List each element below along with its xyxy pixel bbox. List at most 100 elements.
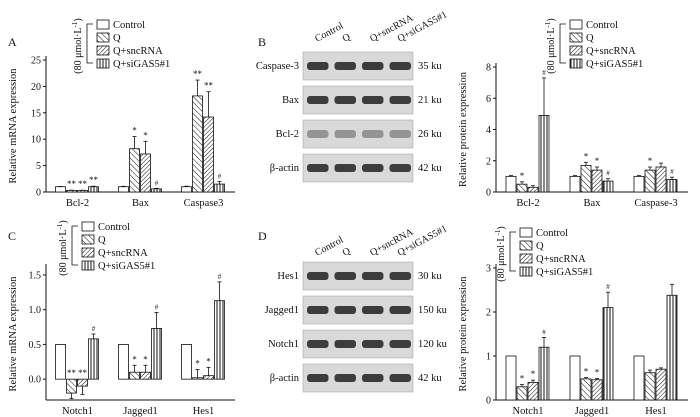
legend-label: Control — [586, 20, 618, 31]
blot-protein-label: Bcl-2 — [276, 129, 299, 140]
bar-Hes1-3 — [214, 300, 225, 380]
blot-band — [307, 306, 329, 314]
bar-Notch1-2 — [527, 381, 539, 401]
legend-bracket — [86, 23, 93, 64]
legend-swatch — [569, 32, 583, 43]
y-tick-label: 0.0 — [29, 375, 42, 386]
legend-label: Control — [113, 20, 145, 31]
legend-unit: (80 μmol·L-1) — [544, 18, 557, 73]
legend-label: Q+siGAS5#1 — [586, 59, 643, 70]
blot-band — [389, 340, 411, 348]
blot-protein-label: β-actin — [270, 163, 300, 174]
blot-band — [307, 164, 329, 172]
legend-bracket — [71, 225, 78, 266]
panel-letter: B — [258, 35, 266, 49]
legend-label: Q+sncRNA — [586, 46, 636, 57]
x-tick-label: Bax — [132, 198, 150, 209]
bar-Bax-1 — [580, 165, 592, 193]
significance-mark: * — [520, 171, 525, 181]
y-tick-label: 3 — [486, 264, 491, 275]
bar-Notch1-0 — [55, 344, 66, 380]
legend-label: Q+sncRNA — [113, 46, 163, 57]
blot-band — [307, 374, 329, 382]
legend-swatch — [96, 32, 110, 43]
y-axis-title: Relative mRNA expression — [8, 68, 19, 184]
significance-mark: * — [206, 356, 211, 366]
blot-band — [362, 306, 384, 314]
significance-mark: * — [520, 374, 525, 384]
legend-bracket — [559, 23, 566, 64]
blot-protein-label: Notch1 — [268, 339, 299, 350]
y-tick-label: 25 — [31, 56, 41, 67]
legend-label: Q+siGAS5#1 — [98, 261, 155, 272]
y-tick-label: 5 — [36, 161, 41, 172]
legend-swatch — [81, 247, 95, 258]
x-tick-label: Bcl-2 — [516, 198, 539, 209]
panel-letter: D — [258, 229, 267, 243]
blot-band — [362, 164, 384, 172]
legend-label: Q — [113, 33, 121, 44]
legend-swatch — [519, 240, 533, 251]
significance-mark: * — [195, 358, 200, 368]
bar-Notch1-3 — [538, 346, 550, 401]
significance-mark: ** — [78, 179, 88, 189]
blot-protein-label: Bax — [282, 95, 300, 106]
legend-label: Q+sncRNA — [98, 248, 148, 259]
blot-band — [362, 130, 384, 138]
bar-Hes1-3 — [666, 294, 678, 401]
x-tick-label: Jagged1 — [575, 406, 609, 417]
bar-Hes1-1 — [644, 372, 656, 401]
significance-mark: * — [595, 367, 600, 377]
blot-band — [389, 130, 411, 138]
bar-Caspase3-1 — [192, 95, 203, 193]
x-tick-label: Hes1 — [645, 406, 667, 417]
legend-label: Q — [98, 235, 106, 246]
blot-band — [307, 340, 329, 348]
bar-Notch1-0 — [505, 355, 517, 401]
blot-protein-label: β-actin — [270, 373, 300, 384]
significance-mark: # — [542, 329, 546, 337]
blot-band — [362, 96, 384, 104]
significance-mark: # — [218, 273, 222, 281]
legend-swatch — [81, 221, 95, 232]
legend-unit: (80 μmol·L-1) — [494, 226, 507, 281]
significance-mark: # — [155, 179, 159, 187]
legend: Control Q Q+sncRNA Q+siGAS5#1 (80 μmol·L-1) — [494, 226, 593, 281]
chart-panel-A: A 0 5 10 15 20 25 Relative mRNA expression Bcl-2… — [8, 18, 235, 209]
blot-band — [334, 62, 356, 70]
y-tick-label: 1.0 — [29, 305, 42, 316]
x-tick-label: Notch1 — [62, 406, 93, 417]
y-tick-label: 20 — [31, 82, 41, 93]
legend-label: Q+sncRNA — [536, 254, 586, 265]
blot-protein-label: Jagged1 — [265, 305, 299, 316]
panel-letter: A — [8, 35, 17, 49]
significance-mark: ** — [204, 81, 214, 91]
blot-size-label: 35 ku — [418, 61, 442, 72]
legend-swatch — [569, 19, 583, 30]
legend-unit: (80 μmol·L-1) — [71, 18, 84, 73]
bar-Caspase3-3 — [214, 183, 225, 193]
significance-mark: # — [606, 170, 610, 178]
bar-Bcl-2-2 — [527, 186, 539, 193]
blot-band — [334, 306, 356, 314]
legend-swatch — [81, 234, 95, 245]
blot-size-label: 30 ku — [418, 271, 442, 282]
bar-Bax-3 — [602, 180, 614, 193]
blot-size-label: 26 ku — [418, 129, 442, 140]
significance-mark: # — [155, 303, 159, 311]
blot-size-label: 42 ku — [418, 163, 442, 174]
bar-Bcl-2-1 — [66, 190, 77, 193]
legend-swatch — [96, 58, 110, 69]
y-tick-label: 6 — [486, 94, 491, 105]
bar-Jagged1-2 — [591, 379, 603, 401]
bar-Jagged1-1 — [129, 371, 140, 380]
significance-mark: # — [92, 325, 96, 333]
lane-label: Control — [313, 20, 345, 44]
y-axis-title: Relative protein expression — [458, 71, 469, 187]
blot-size-label: 120 ku — [418, 339, 448, 350]
significance-mark: * — [584, 151, 589, 161]
significance-mark: * — [143, 354, 148, 364]
legend-label: Q+siGAS5#1 — [536, 267, 593, 278]
blot-band — [307, 96, 329, 104]
chart-panel-D: 0 1 2 3 Relative protein expression Notch1 Jag… — [458, 226, 688, 417]
